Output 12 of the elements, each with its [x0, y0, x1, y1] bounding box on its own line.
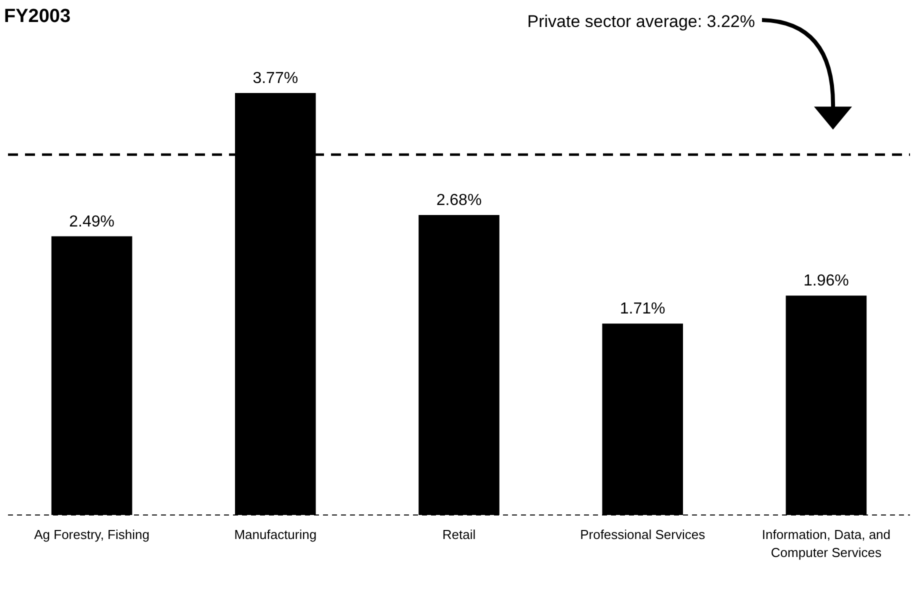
x-tick-label: Information, Data, and Computer Services: [762, 527, 891, 560]
x-tick-label: Professional Services: [580, 527, 706, 542]
data-label: 3.77%: [252, 70, 298, 87]
data-label: 2.68%: [436, 192, 482, 210]
chart-title: FY2003: [4, 6, 71, 27]
x-tick-label: Ag Forestry, Fishing: [34, 527, 150, 542]
x-tick-label: Manufacturing: [234, 527, 317, 542]
x-tick-label: Retail: [442, 527, 476, 542]
data-label: 2.49%: [69, 213, 114, 230]
data-label: 1.71%: [620, 300, 666, 318]
ref-line-label: Private sector average: 3.22%: [527, 12, 755, 31]
data-label: 1.96%: [804, 272, 849, 290]
